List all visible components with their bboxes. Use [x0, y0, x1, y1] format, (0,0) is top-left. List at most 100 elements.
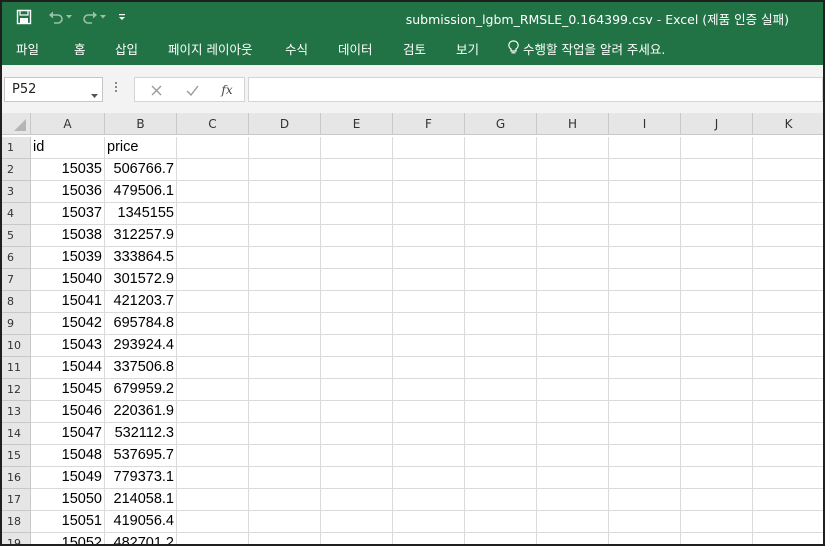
cell-empty[interactable] [321, 247, 393, 269]
cell-empty[interactable] [393, 203, 465, 225]
cell-empty[interactable] [393, 533, 465, 544]
column-header-j[interactable]: J [681, 113, 753, 135]
cell-empty[interactable] [321, 159, 393, 181]
cell-empty[interactable] [753, 247, 823, 269]
tab-page-layout[interactable]: 페이지 레이아웃 [168, 42, 253, 57]
cell-price[interactable]: 337506.8 [105, 357, 177, 379]
name-box[interactable]: P52 [4, 77, 103, 102]
cell-empty[interactable] [177, 423, 249, 445]
cell-empty[interactable] [609, 357, 681, 379]
cell-price[interactable]: 293924.4 [105, 335, 177, 357]
cell-price[interactable]: 421203.7 [105, 291, 177, 313]
cell-empty[interactable] [537, 313, 609, 335]
cell-empty[interactable] [537, 225, 609, 247]
cell-empty[interactable] [753, 291, 823, 313]
cell-empty[interactable] [537, 247, 609, 269]
cell-empty[interactable] [537, 137, 609, 159]
cell-empty[interactable] [537, 335, 609, 357]
cell-empty[interactable] [249, 225, 321, 247]
cell-empty[interactable] [249, 181, 321, 203]
cell-empty[interactable] [177, 291, 249, 313]
row-header[interactable]: 1 [2, 137, 31, 159]
cell-empty[interactable] [681, 225, 753, 247]
undo-dropdown-icon[interactable] [66, 7, 72, 27]
cell-price[interactable]: 479506.1 [105, 181, 177, 203]
cell-price[interactable]: 482701.2 [105, 533, 177, 544]
column-header-c[interactable]: C [177, 113, 249, 135]
insert-function-icon[interactable]: fx [221, 83, 233, 97]
tab-review[interactable]: 검토 [403, 42, 427, 57]
cell-empty[interactable] [609, 291, 681, 313]
cell-empty[interactable] [249, 533, 321, 544]
cell-empty[interactable] [393, 357, 465, 379]
cell-empty[interactable] [753, 225, 823, 247]
cell-empty[interactable] [753, 401, 823, 423]
cell-empty[interactable] [393, 489, 465, 511]
cell-empty[interactable] [681, 269, 753, 291]
cell-empty[interactable] [177, 357, 249, 379]
cell-empty[interactable] [465, 423, 537, 445]
tab-insert[interactable]: 삽입 [115, 42, 139, 57]
tab-formulas[interactable]: 수식 [285, 42, 309, 57]
cell-empty[interactable] [249, 423, 321, 445]
cell-empty[interactable] [681, 511, 753, 533]
cell-empty[interactable] [465, 467, 537, 489]
cell-id[interactable]: 15040 [31, 269, 105, 291]
tab-data[interactable]: 데이터 [338, 42, 373, 57]
cell-empty[interactable] [465, 313, 537, 335]
cell-id[interactable]: 15038 [31, 225, 105, 247]
cell-empty[interactable] [537, 203, 609, 225]
cell-empty[interactable] [681, 247, 753, 269]
cell-empty[interactable] [465, 291, 537, 313]
cell-id[interactable]: 15045 [31, 379, 105, 401]
row-header[interactable]: 19 [2, 533, 31, 544]
undo-icon[interactable] [48, 7, 64, 27]
cell-id[interactable]: 15039 [31, 247, 105, 269]
cell-empty[interactable] [321, 335, 393, 357]
cell-empty[interactable] [681, 137, 753, 159]
tab-home[interactable]: 홈 [74, 42, 86, 57]
cell-empty[interactable] [321, 467, 393, 489]
cell-empty[interactable] [249, 401, 321, 423]
cell-empty[interactable] [753, 423, 823, 445]
row-header[interactable]: 2 [2, 159, 31, 181]
cell-empty[interactable] [393, 423, 465, 445]
row-header[interactable]: 9 [2, 313, 31, 335]
cell-empty[interactable] [465, 379, 537, 401]
cell-empty[interactable] [177, 379, 249, 401]
cell-empty[interactable] [393, 137, 465, 159]
cell-empty[interactable] [609, 137, 681, 159]
cell-empty[interactable] [465, 181, 537, 203]
row-header[interactable]: 18 [2, 511, 31, 533]
row-header[interactable]: 7 [2, 269, 31, 291]
cell-empty[interactable] [753, 489, 823, 511]
cell-empty[interactable] [537, 489, 609, 511]
cell-empty[interactable] [249, 489, 321, 511]
cell-empty[interactable] [609, 269, 681, 291]
cell-empty[interactable] [177, 401, 249, 423]
cell-empty[interactable] [177, 313, 249, 335]
cell-empty[interactable] [753, 467, 823, 489]
row-header[interactable]: 8 [2, 291, 31, 313]
cell-empty[interactable] [609, 467, 681, 489]
cell-empty[interactable] [465, 401, 537, 423]
cell-price[interactable]: 333864.5 [105, 247, 177, 269]
cell-empty[interactable] [681, 533, 753, 544]
cell-empty[interactable] [321, 511, 393, 533]
cell-empty[interactable] [681, 291, 753, 313]
row-header[interactable]: 10 [2, 335, 31, 357]
cell-empty[interactable] [465, 511, 537, 533]
cell-empty[interactable] [537, 423, 609, 445]
cell-price[interactable]: 679959.2 [105, 379, 177, 401]
cell-empty[interactable] [609, 511, 681, 533]
cell-empty[interactable] [393, 247, 465, 269]
cell-empty[interactable] [321, 445, 393, 467]
cell-empty[interactable] [177, 159, 249, 181]
tab-file[interactable]: 파일 [16, 42, 40, 57]
column-header-f[interactable]: F [393, 113, 465, 135]
cell-empty[interactable] [177, 269, 249, 291]
cell-empty[interactable] [537, 401, 609, 423]
cell-empty[interactable] [321, 401, 393, 423]
column-header-d[interactable]: D [249, 113, 321, 135]
row-header[interactable]: 4 [2, 203, 31, 225]
